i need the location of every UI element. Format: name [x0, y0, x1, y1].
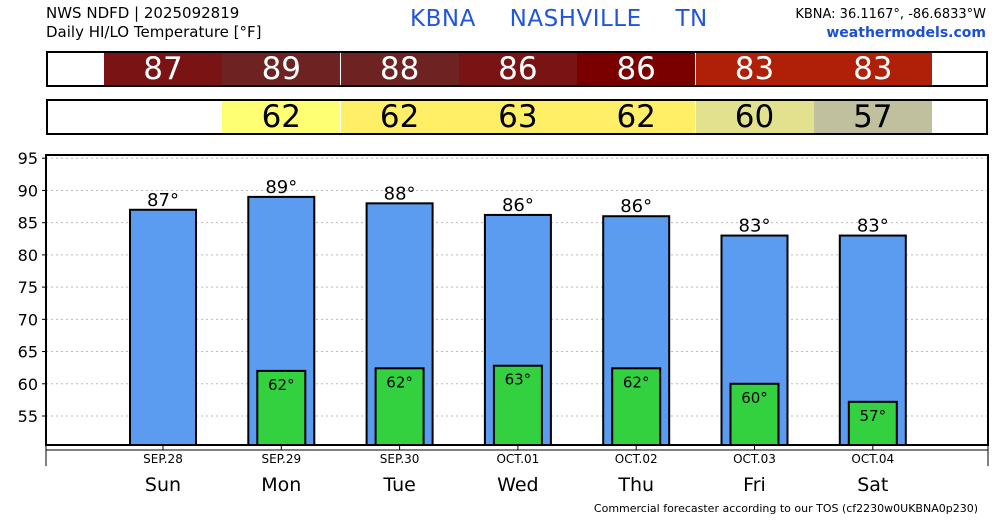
site-link[interactable]: weathermodels.com: [826, 25, 986, 41]
date-label: SEP.29: [261, 452, 301, 466]
high-temp-cell: 89: [222, 53, 341, 86]
low-bar: [256, 369, 307, 446]
station-coordinates: KBNA: 36.1167°, -86.6833°W: [795, 7, 986, 22]
low-bar-label: 60°: [741, 389, 768, 407]
station-title: KBNA NASHVILLE TN: [410, 6, 734, 32]
high-bar-label: 86°: [502, 195, 534, 216]
low-temp-cell: 57: [813, 101, 932, 134]
station-state: TN: [675, 6, 708, 32]
day-label: Mon: [261, 474, 301, 496]
high-temperature-strip: 87 89 88 86 86 83 83: [46, 51, 988, 87]
low-bar: [847, 400, 898, 447]
low-temp-cell: 62: [340, 101, 459, 134]
y-tick-label: 80: [18, 246, 38, 265]
date-label: OCT.02: [615, 452, 658, 466]
day-label: Sat: [857, 474, 888, 496]
low-bar-label: 62°: [386, 373, 413, 391]
y-tick-label: 90: [18, 181, 38, 200]
day-label: Thu: [617, 474, 654, 496]
high-temp-cell: 88: [340, 53, 459, 86]
low-bar-label: 63°: [505, 371, 532, 389]
footer-note: Commercial forecaster according to our T…: [593, 502, 978, 515]
station-name: NASHVILLE: [509, 6, 642, 32]
y-tick-label: 65: [18, 343, 38, 362]
high-temp-cell: 87: [104, 53, 222, 86]
y-tick-label: 70: [18, 310, 38, 329]
day-label: Fri: [743, 474, 766, 496]
date-label: OCT.04: [851, 452, 894, 466]
date-label: OCT.03: [733, 452, 776, 466]
header-info: NWS NDFD | 2025092819 Daily HI/LO Temper…: [46, 4, 262, 42]
y-tick-label: 75: [18, 278, 38, 297]
plot-frame: [45, 154, 989, 446]
low-bar: [729, 382, 780, 446]
high-bar-label: 83°: [857, 216, 889, 237]
high-temp-cell: 83: [813, 53, 932, 86]
y-tick-label: 85: [18, 214, 38, 233]
day-label: Sun: [145, 474, 181, 496]
low-temp-cell: 63: [458, 101, 577, 134]
high-bar: [129, 208, 197, 446]
high-temp-cell: 83: [695, 53, 814, 86]
low-temp-cell: 60: [695, 101, 814, 134]
low-bar: [492, 364, 543, 447]
high-bar-label: 86°: [620, 196, 652, 217]
low-bar-label: 62°: [268, 376, 295, 394]
low-temperature-strip: 62 62 63 62 60 57: [46, 99, 988, 135]
date-label: OCT.01: [496, 452, 539, 466]
day-label: Tue: [382, 474, 415, 496]
high-temp-cell: 86: [458, 53, 577, 86]
date-label: SEP.28: [143, 452, 183, 466]
high-temp-cell: 86: [577, 53, 696, 86]
low-temp-cell: 62: [577, 101, 696, 134]
low-bar: [611, 367, 662, 446]
low-bar-label: 62°: [623, 373, 650, 391]
date-label: SEP.30: [380, 452, 420, 466]
high-bar-label: 89°: [265, 177, 297, 198]
station-code: KBNA: [410, 6, 476, 32]
high-bar-label: 88°: [384, 183, 416, 204]
y-tick-label: 95: [18, 149, 38, 168]
header-right: KBNA: 36.1167°, -86.6833°W weathermodels…: [795, 6, 986, 42]
low-bar-label: 57°: [860, 407, 887, 425]
low-temp-cell: 62: [222, 101, 341, 134]
day-label: Wed: [497, 474, 538, 496]
y-tick-label: 55: [18, 407, 38, 426]
y-tick-label: 60: [18, 375, 38, 394]
high-bar-label: 83°: [739, 216, 771, 237]
high-bar-label: 87°: [147, 190, 179, 211]
chart-title: Daily HI/LO Temperature [°F]: [46, 23, 262, 41]
model-run-label: NWS NDFD | 2025092819: [46, 4, 240, 22]
